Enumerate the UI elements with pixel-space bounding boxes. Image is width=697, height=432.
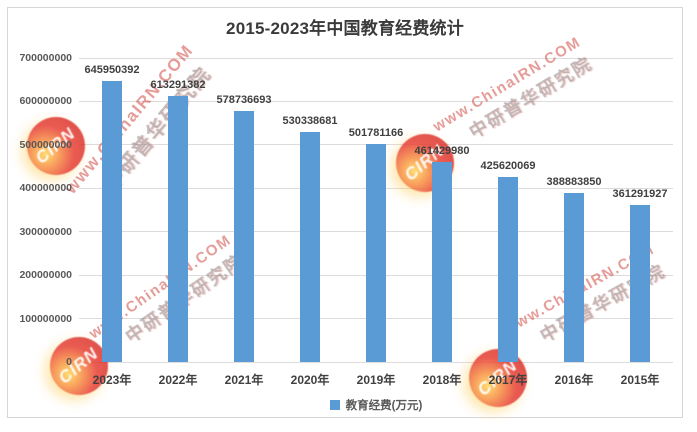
y-axis-label: 500000000 <box>19 138 72 151</box>
gridline <box>79 361 673 363</box>
y-axis-label: 700000000 <box>19 52 72 64</box>
bar-value-label: 425620069 <box>480 160 536 173</box>
x-axis-label: 2015年 <box>620 373 660 387</box>
bar <box>564 193 584 362</box>
plot-area: 645950392 2023年 613291382 2022年 578736693 202… <box>79 57 673 387</box>
bar <box>432 161 452 362</box>
bar-value-label: 530338681 <box>282 114 338 127</box>
y-axis-label: 400000000 <box>19 182 72 195</box>
bar <box>300 131 320 362</box>
bar <box>102 81 122 362</box>
bar <box>168 95 188 362</box>
bar-value-label: 613291382 <box>150 78 206 91</box>
bar <box>630 205 650 362</box>
legend: 教育经费(万元) <box>79 397 673 413</box>
x-axis-label: 2020年 <box>290 373 330 387</box>
y-axis-label: 200000000 <box>19 269 72 282</box>
bar-value-label: 578736693 <box>216 93 272 106</box>
x-axis-label: 2023年 <box>92 373 132 387</box>
bar-value-label: 388883850 <box>546 176 602 189</box>
y-axis-label: 0 <box>66 356 72 368</box>
chart-title: 2015-2023年中国教育经费统计 <box>226 19 464 38</box>
y-axis-label: 300000000 <box>19 225 72 238</box>
bar <box>498 177 518 362</box>
x-axis-label: 2017年 <box>488 373 528 387</box>
y-axis-label: 100000000 <box>19 312 72 325</box>
bar-value-label: 501781166 <box>348 127 404 140</box>
gridline <box>79 100 673 102</box>
bar <box>234 110 254 362</box>
legend-swatch-icon <box>329 400 340 410</box>
x-axis-label: 2022年 <box>158 373 198 387</box>
x-axis-label: 2019年 <box>356 373 396 387</box>
chart-panel: 2015-2023年中国教育经费统计 0 100000000 200000000 30… <box>7 7 683 418</box>
bar-value-label: 461429980 <box>414 144 470 157</box>
bar-value-label: 645950392 <box>84 64 140 77</box>
legend-label: 教育经费(万元) <box>345 400 423 412</box>
bar <box>366 144 386 362</box>
y-axis: 0 100000000 200000000 300000000 400000000 500… <box>8 52 72 368</box>
y-axis-label: 600000000 <box>19 95 72 108</box>
bar-value-label: 361291927 <box>612 188 668 201</box>
x-axis-label: 2021年 <box>224 373 264 387</box>
gridline <box>79 57 673 59</box>
x-axis-label: 2018年 <box>422 373 462 387</box>
x-axis-label: 2016年 <box>554 373 594 387</box>
